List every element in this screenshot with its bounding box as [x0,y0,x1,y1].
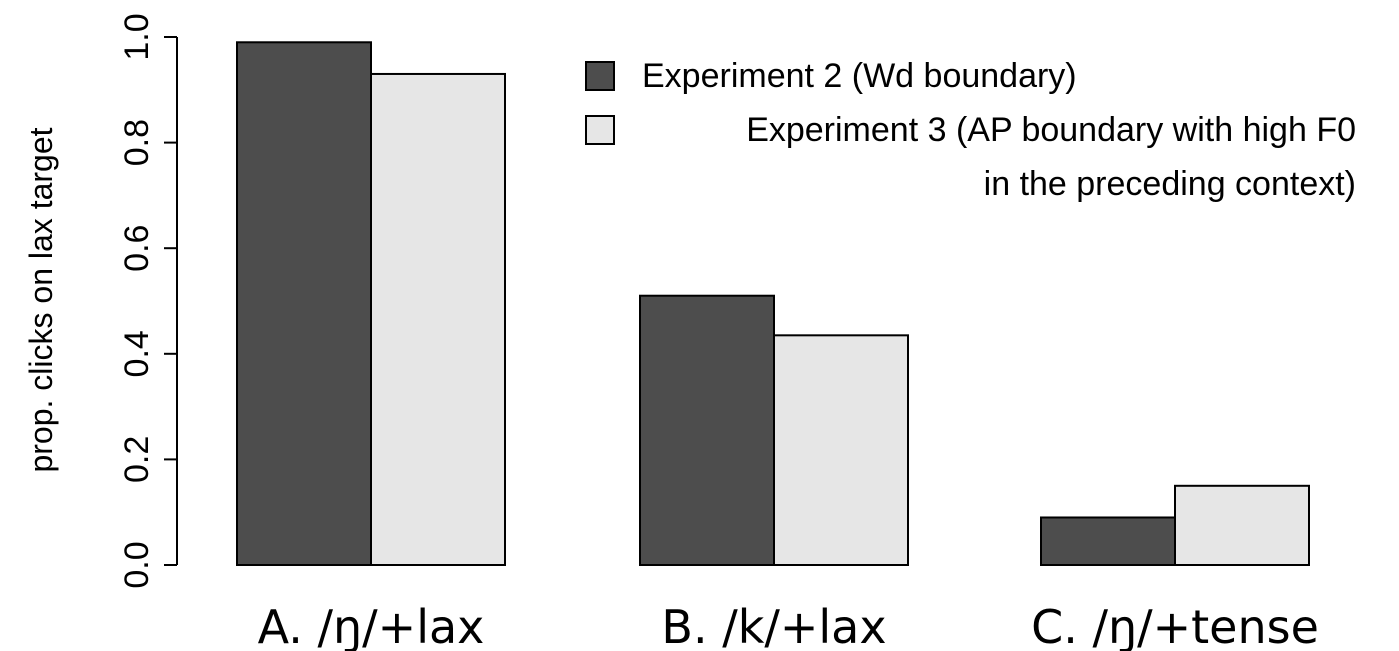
y-tick-label: 0.2 [118,436,156,483]
y-tick-label: 0.0 [118,541,156,588]
bar [236,41,372,566]
y-axis-label: prop. clicks on lax target [23,127,59,472]
bar [639,294,775,566]
y-tick-label: 1.0 [118,13,156,60]
x-tick-label: C. /ŋ/+tense [1031,600,1319,651]
legend-label: Experiment 3 (AP boundary with high F0 i… [746,111,1356,203]
bar [1174,484,1310,566]
y-tick-label: 0.4 [118,330,156,377]
bar [773,334,909,566]
x-tick-label: A. /ŋ/+lax [258,600,485,651]
legend-swatch [585,115,615,145]
bar [370,72,506,567]
bar [1040,516,1176,566]
y-tick-label: 0.6 [118,225,156,272]
y-tick-label: 0.8 [118,119,156,166]
legend-swatch [585,61,615,91]
x-tick-label: B. /k/+lax [661,600,886,651]
legend-label: Experiment 2 (Wd boundary) [642,57,1077,95]
